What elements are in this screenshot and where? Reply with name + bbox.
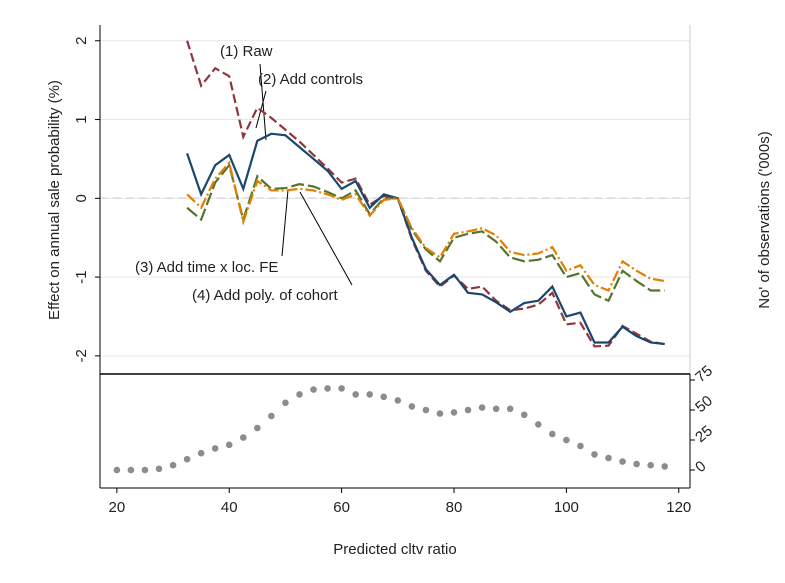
observation-dot	[155, 465, 163, 473]
observation-dot	[380, 393, 388, 401]
annotation: (4) Add poly. of cohort	[192, 287, 338, 304]
x-axis-label: Predicted cltv ratio	[333, 541, 456, 558]
observation-dot	[254, 424, 261, 432]
x-tick-label: 40	[221, 499, 238, 516]
x-tick-label: 60	[333, 499, 350, 516]
y-axis-label: Effect on annual sale probability (%)	[46, 80, 63, 320]
x-tick-label: 120	[666, 499, 691, 516]
observation-dot	[408, 403, 416, 410]
series-line	[186, 132, 665, 346]
leader-line	[281, 189, 289, 257]
observation-dot	[563, 436, 570, 444]
observation-dot	[366, 391, 374, 398]
x-tick-label: 80	[446, 499, 463, 516]
y2-tick-label: 25	[692, 422, 716, 446]
observation-dot	[352, 391, 359, 398]
observation-dot	[478, 404, 486, 411]
observation-dot	[450, 409, 458, 416]
observation-dot	[197, 449, 205, 457]
observation-dot	[324, 385, 331, 392]
observation-dot	[534, 421, 542, 428]
observation-dot	[282, 399, 289, 407]
observation-dot	[436, 410, 444, 417]
y2-axis-label: No' of observations ('000s)	[756, 131, 773, 308]
observation-dot	[549, 430, 556, 438]
y2-tick-label: 50	[692, 392, 716, 416]
observation-dot	[127, 466, 135, 474]
observation-dot	[647, 461, 654, 469]
observation-dot	[464, 406, 472, 414]
observation-dot	[338, 385, 345, 392]
y-tick-label: -2	[73, 349, 90, 362]
x-tick-label: 20	[109, 499, 126, 516]
observation-dot	[225, 441, 233, 449]
y2-tick-label: 75	[692, 362, 716, 386]
annotation-leaders	[255, 63, 353, 286]
observation-dot	[520, 411, 528, 419]
leader-line	[299, 191, 353, 286]
observation-dot	[605, 454, 612, 462]
x-tick-label: 100	[554, 499, 579, 516]
annotation: (2) Add controls	[258, 71, 363, 88]
y-tick-label: 2	[73, 37, 90, 45]
series-line	[186, 162, 665, 303]
y2-tick-label: 0	[692, 458, 709, 476]
observation-dot	[661, 463, 669, 470]
observation-dot	[268, 412, 275, 420]
observation-dot	[239, 434, 247, 441]
annotation: (1) Raw	[220, 43, 273, 60]
observation-dot	[506, 405, 514, 413]
observation-dot	[169, 461, 177, 469]
series-line	[186, 160, 665, 292]
observation-dot	[492, 405, 500, 413]
annotation: (3) Add time x loc. FE	[135, 259, 278, 276]
observation-dot	[633, 460, 640, 468]
observation-dot	[422, 406, 430, 414]
observation-dot	[141, 466, 149, 474]
observation-dot	[577, 442, 584, 450]
observation-dot	[591, 451, 598, 458]
observation-dot	[211, 445, 219, 452]
y-tick-label: 1	[73, 115, 90, 123]
observation-dot	[296, 391, 303, 398]
y-tick-label: 0	[73, 194, 90, 202]
observation-dot	[113, 466, 121, 474]
observation-dot	[310, 386, 317, 393]
y-tick-label: -1	[73, 270, 90, 283]
observation-dot	[619, 458, 626, 465]
observation-dot	[183, 455, 191, 463]
observation-dot	[394, 397, 402, 404]
